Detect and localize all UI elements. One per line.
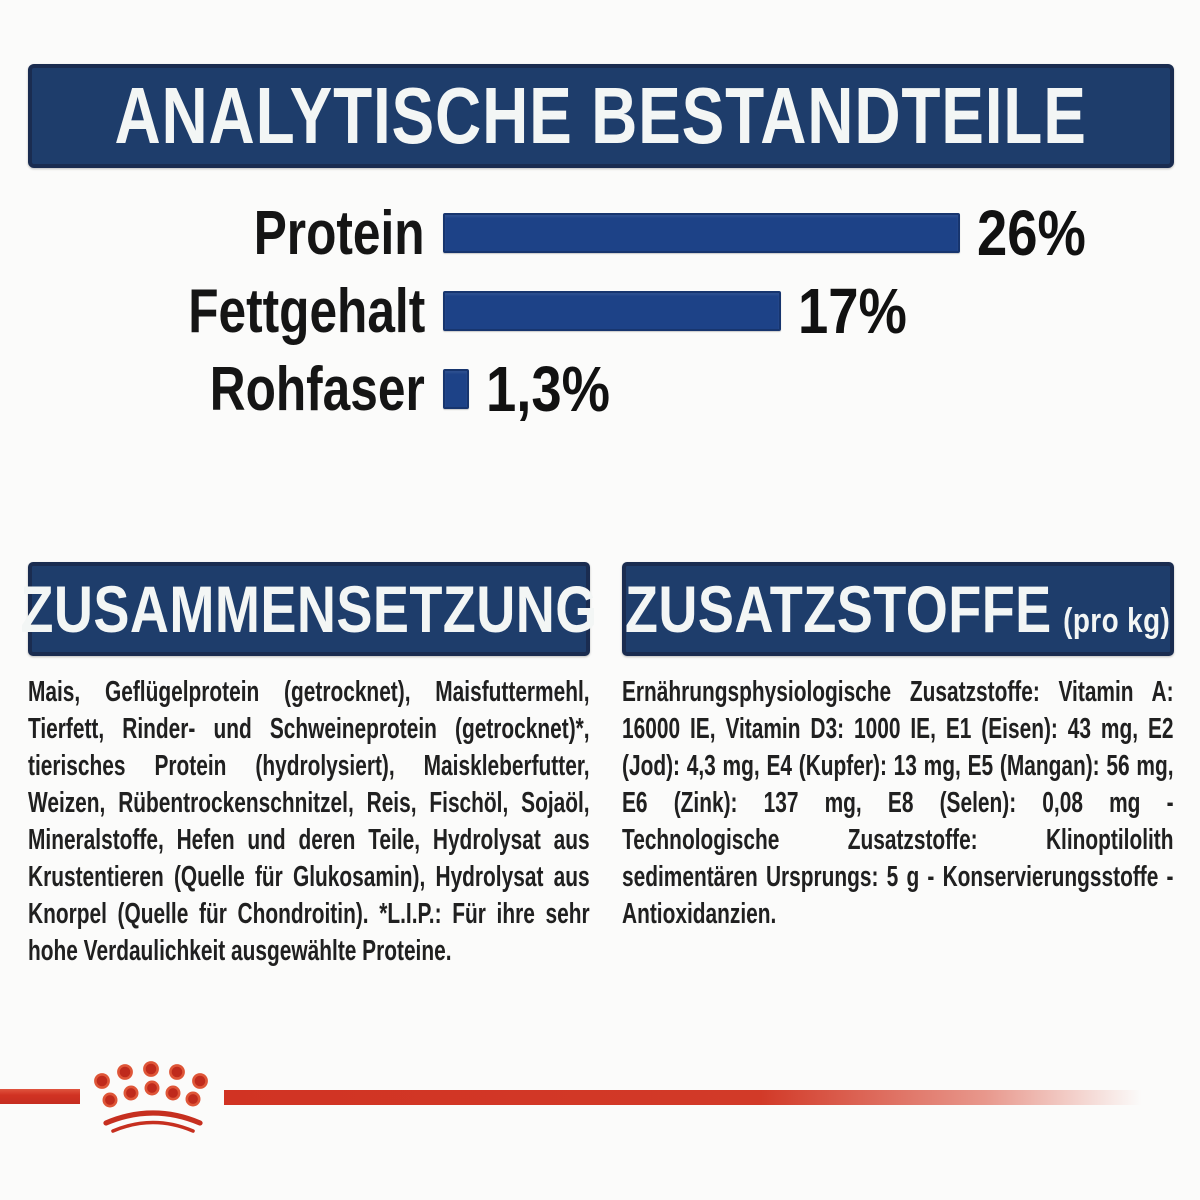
chart-value-rohfaser: 1,3% [486, 353, 610, 425]
royal-canin-crown-logo [94, 1061, 208, 1133]
additives-title: ZUSATZSTOFFE (pro kg) [625, 571, 1170, 647]
analytical-banner: ANALYTISCHE BESTANDTEILE [28, 64, 1174, 168]
composition-title: ZUSAMMENSETZUNG [20, 571, 597, 647]
brand-stripe-left [0, 1089, 80, 1104]
chart-bar-rohfaser [443, 369, 469, 409]
chart-value-protein: 26% [977, 197, 1086, 269]
chart-row-fettgehalt: Fettgehalt 17% [98, 272, 1178, 350]
chart-label-protein: Protein [254, 198, 425, 268]
brand-stripe-right [224, 1090, 1200, 1105]
analytical-bar-chart: Protein 26% Fettgehalt 17% Rohfaser 1,3% [98, 194, 1178, 428]
chart-value-fettgehalt: 17% [798, 275, 907, 347]
composition-header: ZUSAMMENSETZUNG [20, 562, 597, 656]
composition-section: ZUSAMMENSETZUNG Mais, Geflügelprotein (g… [20, 562, 597, 970]
additives-body: Ernährungsphysiologische Zusatzstoffe: V… [622, 676, 1174, 930]
composition-body: Mais, Geflügelprotein (getrocknet), Mais… [28, 676, 590, 967]
additives-unit-label: (pro kg) [1063, 602, 1171, 640]
chart-label-fettgehalt: Fettgehalt [188, 276, 425, 346]
chart-bar-protein [443, 213, 960, 253]
chart-label-rohfaser: Rohfaser [210, 354, 425, 424]
additives-section: ZUSATZSTOFFE (pro kg) Ernährungsphysiolo… [622, 562, 1174, 933]
chart-row-rohfaser: Rohfaser 1,3% [98, 350, 1178, 428]
composition-title-text: ZUSAMMENSETZUNG [20, 572, 598, 646]
chart-bar-fettgehalt [443, 291, 781, 331]
additives-header: ZUSATZSTOFFE (pro kg) [622, 562, 1174, 656]
chart-row-protein: Protein 26% [98, 194, 1178, 272]
additives-title-text: ZUSATZSTOFFE [625, 572, 1053, 646]
analytical-title: ANALYTISCHE BESTANDTEILE [114, 71, 1088, 160]
